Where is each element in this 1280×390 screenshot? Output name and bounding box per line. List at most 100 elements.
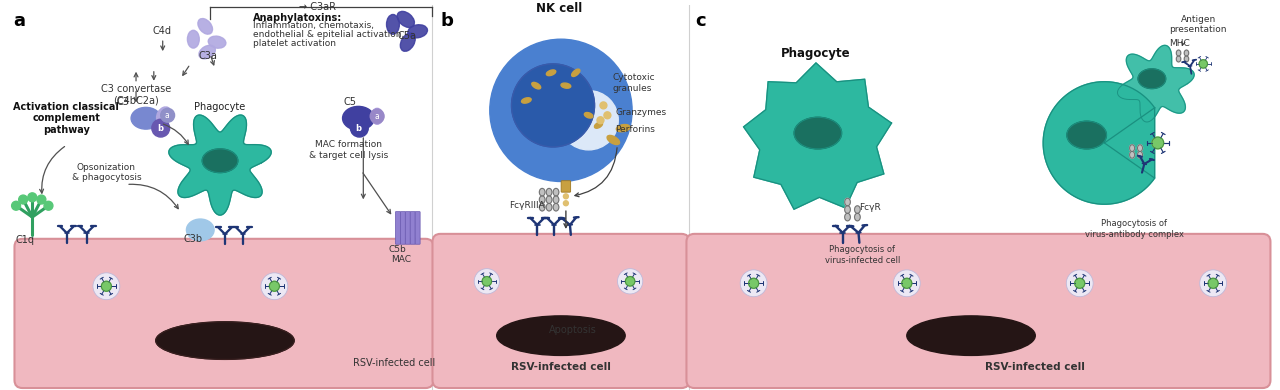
Ellipse shape <box>1176 50 1180 56</box>
Text: C5a: C5a <box>398 31 417 41</box>
Circle shape <box>19 195 28 204</box>
Circle shape <box>474 269 499 294</box>
Text: a: a <box>374 112 379 121</box>
Text: C4d: C4d <box>152 26 172 36</box>
Text: Phagocytosis of
virus-infected cell: Phagocytosis of virus-infected cell <box>824 245 900 264</box>
Circle shape <box>902 278 911 288</box>
Ellipse shape <box>553 188 559 196</box>
Circle shape <box>1208 278 1219 288</box>
Ellipse shape <box>343 106 374 130</box>
Text: Cytotoxic
granules: Cytotoxic granules <box>612 73 655 92</box>
Ellipse shape <box>1138 145 1143 151</box>
FancyBboxPatch shape <box>396 212 401 244</box>
FancyBboxPatch shape <box>415 212 420 244</box>
Ellipse shape <box>607 135 620 145</box>
Ellipse shape <box>156 107 170 124</box>
Text: Phagocyte: Phagocyte <box>195 102 246 112</box>
FancyBboxPatch shape <box>14 239 434 388</box>
Ellipse shape <box>617 124 630 132</box>
Ellipse shape <box>906 316 1036 355</box>
Ellipse shape <box>1129 151 1134 158</box>
Ellipse shape <box>1129 145 1134 151</box>
Text: C3b: C3b <box>183 234 202 244</box>
Text: a: a <box>14 12 26 30</box>
Ellipse shape <box>187 30 200 48</box>
Ellipse shape <box>539 196 545 204</box>
Text: MAC formation
& target cell lysis: MAC formation & target cell lysis <box>308 140 388 160</box>
Ellipse shape <box>371 108 383 124</box>
Ellipse shape <box>553 204 559 211</box>
Circle shape <box>604 112 611 119</box>
Circle shape <box>559 90 618 150</box>
Ellipse shape <box>794 117 841 149</box>
Text: C5: C5 <box>343 98 357 107</box>
Circle shape <box>563 194 568 199</box>
Text: b: b <box>356 124 361 133</box>
Text: C3 convertase
(C4bC2a): C3 convertase (C4bC2a) <box>101 84 172 105</box>
Ellipse shape <box>539 188 545 196</box>
Text: FcγRIIIA: FcγRIIIA <box>509 201 545 210</box>
Ellipse shape <box>198 19 212 34</box>
Ellipse shape <box>845 213 850 221</box>
Text: c: c <box>695 12 707 30</box>
Ellipse shape <box>1184 56 1189 62</box>
Ellipse shape <box>547 188 552 196</box>
Ellipse shape <box>553 196 559 204</box>
Text: Phagocytosis of
virus-antibody complex: Phagocytosis of virus-antibody complex <box>1084 220 1184 239</box>
Ellipse shape <box>387 14 399 34</box>
Text: MAC: MAC <box>390 255 411 264</box>
Circle shape <box>44 201 52 210</box>
Ellipse shape <box>531 82 540 89</box>
Text: endothelial & epitelial activation,: endothelial & epitelial activation, <box>252 30 404 39</box>
Circle shape <box>1199 270 1226 297</box>
Text: Perforins: Perforins <box>616 125 655 134</box>
Ellipse shape <box>572 69 580 76</box>
Circle shape <box>563 201 568 206</box>
Ellipse shape <box>547 70 556 76</box>
Text: NK cell: NK cell <box>536 2 582 14</box>
Circle shape <box>1066 270 1093 297</box>
Ellipse shape <box>202 149 238 173</box>
Ellipse shape <box>1138 151 1143 158</box>
Circle shape <box>269 281 279 291</box>
Ellipse shape <box>397 11 415 27</box>
Circle shape <box>749 278 759 288</box>
Text: Antigen
presentation: Antigen presentation <box>1170 15 1228 34</box>
Ellipse shape <box>539 204 545 211</box>
Ellipse shape <box>187 219 214 241</box>
Text: Phagocyte: Phagocyte <box>781 47 851 60</box>
Polygon shape <box>744 63 891 209</box>
Ellipse shape <box>131 107 161 129</box>
Text: C3a: C3a <box>198 51 218 61</box>
Text: C3: C3 <box>116 98 129 107</box>
Circle shape <box>1152 137 1164 149</box>
FancyBboxPatch shape <box>401 212 406 244</box>
Circle shape <box>261 273 288 300</box>
Ellipse shape <box>401 33 415 51</box>
Circle shape <box>152 119 170 137</box>
Text: C5b: C5b <box>388 245 406 254</box>
FancyBboxPatch shape <box>686 234 1271 388</box>
Text: RSV-infected cell: RSV-infected cell <box>511 362 611 372</box>
Text: Anaphylatoxins:: Anaphylatoxins: <box>252 12 342 23</box>
Ellipse shape <box>521 98 531 103</box>
Circle shape <box>626 277 635 286</box>
Circle shape <box>1075 278 1084 288</box>
Text: → C3aR: → C3aR <box>300 2 337 12</box>
Text: RSV-infected cell: RSV-infected cell <box>986 362 1085 372</box>
Circle shape <box>101 281 111 291</box>
Circle shape <box>740 270 767 297</box>
Ellipse shape <box>547 204 552 211</box>
Circle shape <box>1199 60 1207 68</box>
FancyBboxPatch shape <box>406 212 411 244</box>
FancyBboxPatch shape <box>433 234 690 388</box>
Ellipse shape <box>1138 69 1166 89</box>
Text: a: a <box>165 111 169 120</box>
Ellipse shape <box>209 36 225 48</box>
Text: Apoptosis: Apoptosis <box>549 325 596 335</box>
Polygon shape <box>1043 82 1155 204</box>
Circle shape <box>370 109 384 123</box>
Polygon shape <box>1117 45 1194 122</box>
Circle shape <box>596 117 604 124</box>
Circle shape <box>617 269 643 294</box>
